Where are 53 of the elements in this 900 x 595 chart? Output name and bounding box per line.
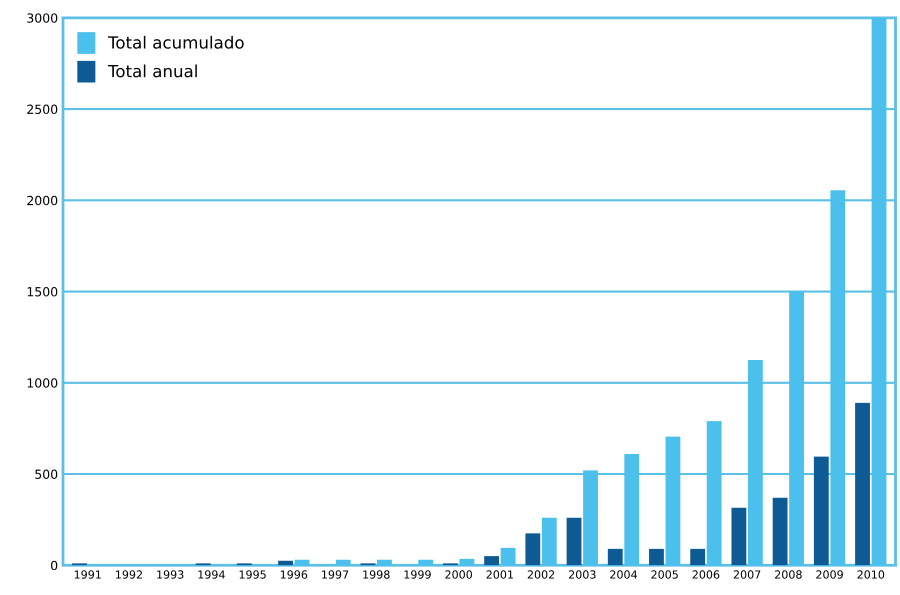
y-tick-label: 1500	[28, 287, 58, 296]
legend-label: Total acumulado	[108, 36, 244, 49]
x-tick-label: 2004	[610, 570, 638, 579]
x-tick-label: 2007	[734, 570, 760, 579]
bar	[566, 518, 582, 566]
bar	[624, 454, 640, 566]
x-tick-label: 2010	[857, 570, 884, 579]
bar	[294, 560, 310, 566]
bar	[855, 402, 870, 566]
y-tick-label: 2000	[27, 196, 58, 206]
bar	[731, 508, 746, 566]
x-tick-label: 1992	[116, 570, 142, 579]
bar	[583, 470, 598, 566]
bar	[542, 518, 557, 566]
x-tick-label: 2008	[775, 570, 802, 579]
x-tick-label: 1996	[280, 570, 308, 579]
x-tick-label: 2006	[692, 570, 720, 579]
x-tick-label: 1994	[198, 570, 225, 579]
x-tick-label: 1995	[240, 570, 266, 579]
x-tick-label: 1997	[322, 570, 348, 579]
bar	[748, 360, 763, 566]
bar	[649, 548, 664, 566]
y-tick-label: 1000	[28, 378, 58, 388]
bar	[608, 548, 623, 566]
bar	[500, 548, 516, 566]
bar	[484, 556, 500, 566]
bar	[772, 498, 788, 566]
x-tick-label: 2002	[528, 570, 554, 579]
x-tick-label: 1993	[157, 570, 184, 579]
bar	[814, 456, 829, 566]
bar	[377, 560, 392, 566]
x-tick-label: 1991	[74, 570, 101, 579]
bar	[666, 436, 680, 566]
x-tick-label: 1999	[404, 570, 431, 579]
x-tick-label: 2001	[486, 570, 513, 579]
y-tick-label: 3000	[27, 13, 58, 23]
bar	[706, 421, 722, 566]
y-tick-label: 0	[51, 560, 58, 570]
bar	[690, 548, 706, 566]
y-tick-label: 500	[35, 469, 58, 479]
x-tick-label: 2005	[651, 570, 678, 579]
x-tick-label: 2003	[568, 570, 596, 579]
x-tick-label: 2000	[445, 570, 472, 579]
y-tick-label: 2500	[27, 104, 58, 114]
bar	[872, 18, 886, 566]
bar	[278, 560, 293, 566]
x-tick-label: 1998	[363, 570, 390, 579]
bar	[830, 190, 846, 566]
bar	[525, 533, 540, 566]
x-tick-label: 2009	[816, 570, 843, 579]
legend-label: Total anual	[108, 64, 197, 78]
bar	[789, 292, 804, 566]
bar	[459, 558, 474, 566]
